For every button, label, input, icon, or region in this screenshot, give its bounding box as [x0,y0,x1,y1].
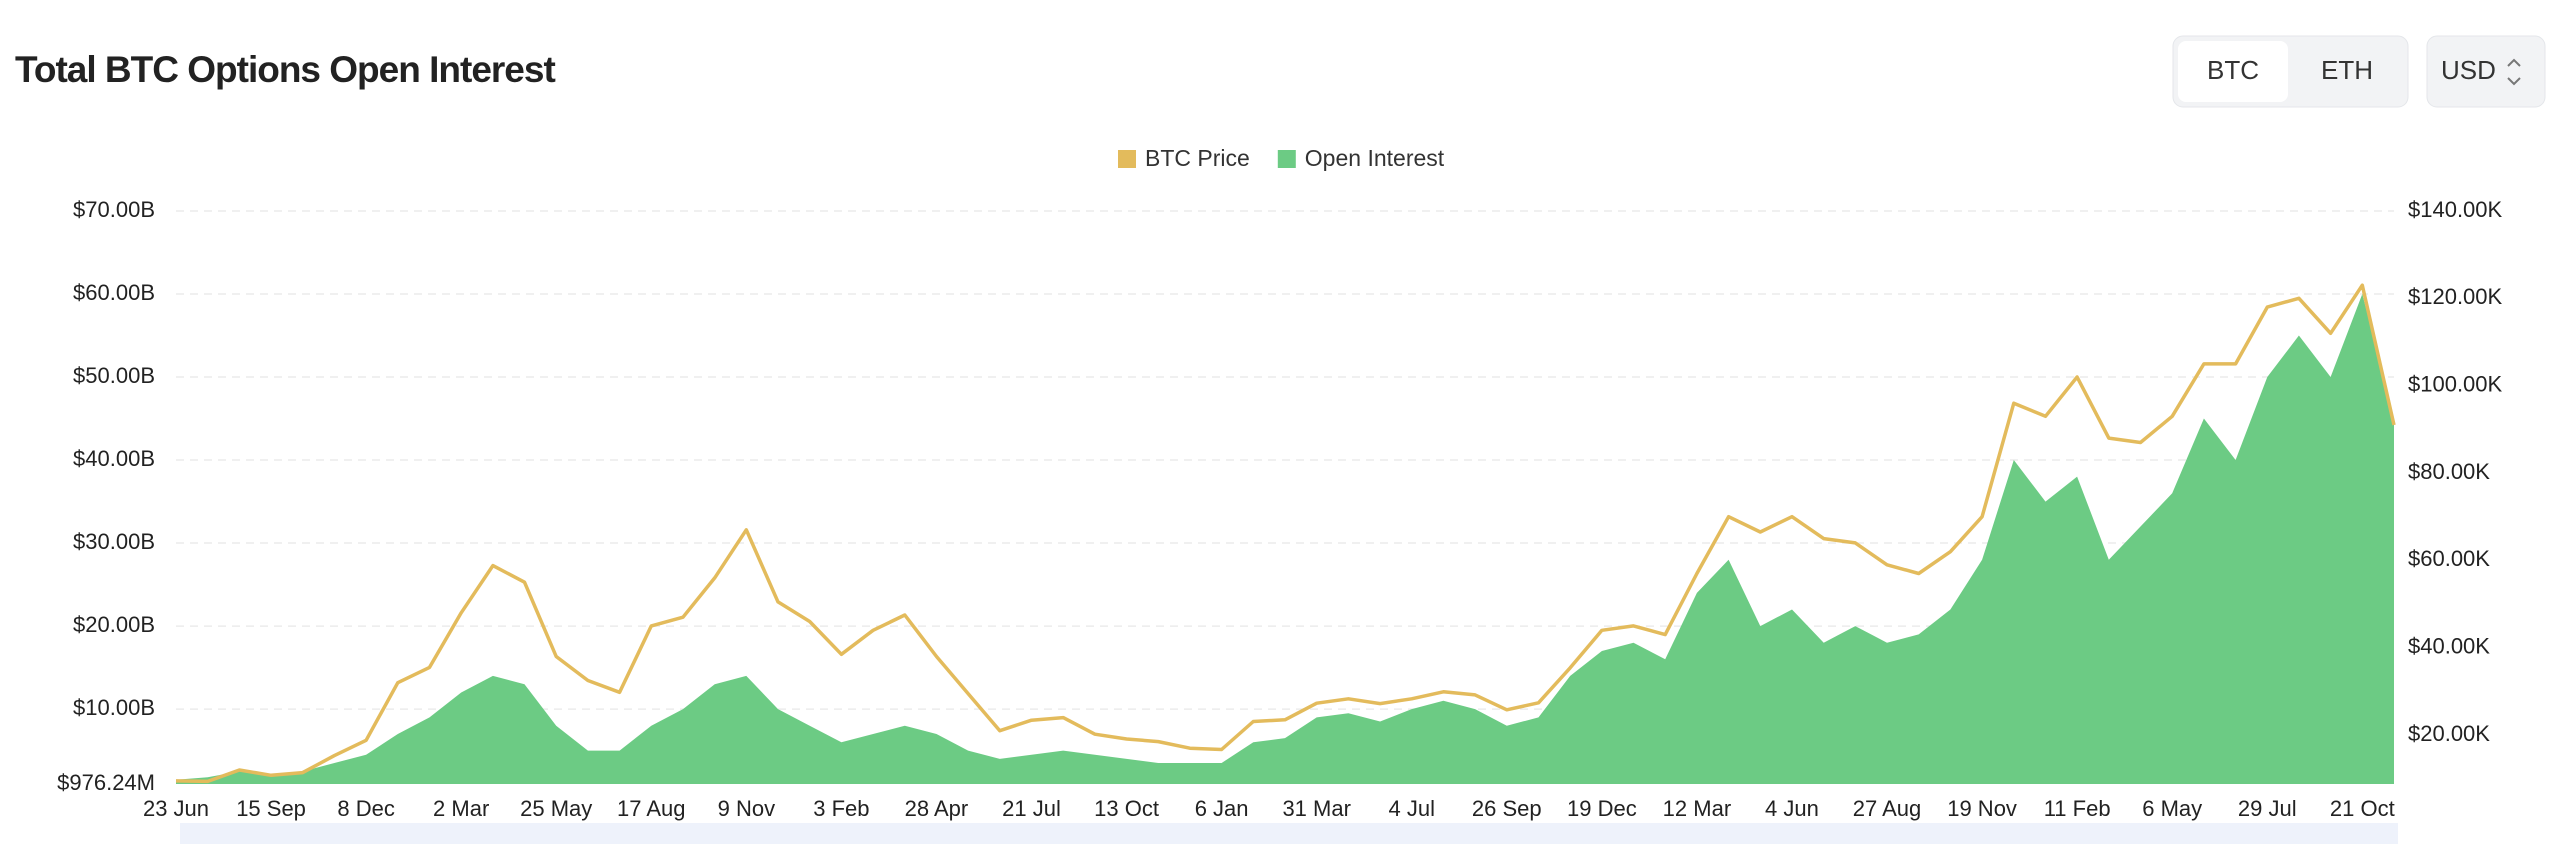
currency-label[interactable]: USD [2441,55,2496,85]
range-scroller[interactable] [180,823,2398,844]
y2-tick-label: $40.00K [2408,634,2490,659]
y-tick-label: $10.00B [73,695,155,720]
y-tick-label: $20.00B [73,612,155,637]
chart-title: Total BTC Options Open Interest [15,49,555,90]
legend-label: Open Interest [1305,145,1445,171]
x-tick-label: 3 Feb [813,796,869,821]
x-tick-label: 13 Oct [1094,796,1159,821]
x-tick-label: 17 Aug [617,796,686,821]
y2-tick-label: $80.00K [2408,459,2490,484]
btc-price-line [175,283,2396,784]
open-interest-area [176,294,2394,784]
asset-btc-button[interactable] [2178,41,2288,102]
x-tick-label: 31 Mar [1282,796,1350,821]
asset-eth-label[interactable]: ETH [2321,55,2373,85]
x-tick-label: 11 Feb [2044,796,2111,821]
x-tick-label: 21 Jul [1002,796,1061,821]
x-tick-label: 19 Nov [1947,796,2017,821]
select-arrows [2507,58,2521,86]
x-tick-label: 12 Mar [1663,796,1731,821]
x-tick-label: 26 Sep [1472,796,1542,821]
currency-select[interactable] [2426,35,2546,108]
y-tick-label: $30.00B [73,529,155,554]
legend-swatch [1277,150,1296,168]
x-tick-label: 23 Jun [143,796,209,821]
x-tick-label: 8 Dec [337,796,394,821]
y-tick-label: $60.00B [73,280,155,305]
asset-btc-label[interactable]: BTC [2207,55,2259,85]
x-tick-label: 25 May [520,796,592,821]
legend-label: BTC Price [1145,145,1250,171]
x-tick-label: 6 May [2142,796,2202,821]
y2-tick-label: $20.00K [2408,721,2490,746]
x-tick-label: 2 Mar [433,796,489,821]
y2-tick-label: $100.00K [2408,372,2503,397]
x-tick-label: 6 Jan [1195,796,1249,821]
x-tick-label: 21 Oct [2330,796,2395,821]
x-tick-label: 9 Nov [718,796,775,821]
y-tick-label: $70.00B [73,197,155,222]
y-tick-label: $50.00B [73,363,155,388]
y-tick-label: $40.00B [73,446,155,471]
x-tick-label: 4 Jun [1765,796,1819,821]
x-tick-label: 27 Aug [1853,796,1922,821]
legend-swatch [1118,150,1136,168]
x-tick-label: 29 Jul [2238,796,2297,821]
x-tick-label: 15 Sep [236,796,306,821]
y2-tick-label: $140.00K [2408,197,2503,222]
x-tick-label: 28 Apr [905,796,969,821]
y-tick-label: $976.24M [57,770,155,795]
legend: BTC Price Open Interest [1118,145,1445,171]
y2-tick-label: $120.00K [2408,284,2503,309]
y2-tick-label: $60.00K [2408,546,2490,571]
x-tick-label: 19 Dec [1567,796,1637,821]
x-tick-label: 4 Jul [1389,796,1435,821]
